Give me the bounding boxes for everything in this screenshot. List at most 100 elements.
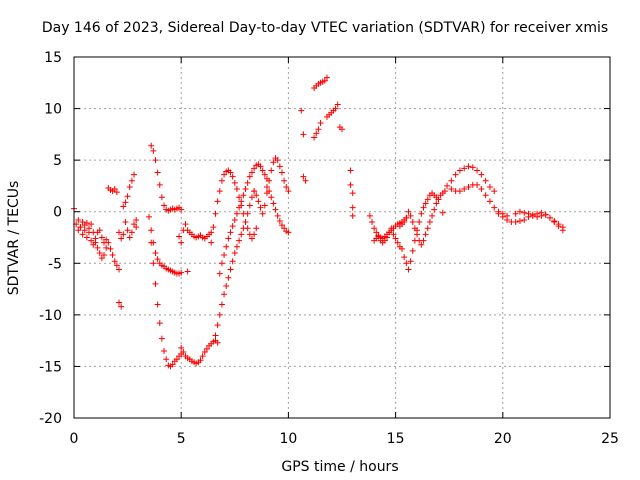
data-point — [332, 105, 339, 112]
data-point — [300, 131, 307, 138]
data-point — [394, 239, 401, 246]
data-point — [96, 249, 103, 256]
data-point — [300, 173, 307, 180]
data-point — [270, 200, 277, 207]
data-point — [431, 206, 438, 213]
data-point — [98, 234, 105, 241]
data-point — [551, 217, 558, 224]
data-point — [201, 348, 208, 355]
series-arc-17 — [298, 107, 309, 184]
data-point — [216, 188, 223, 195]
data-point — [113, 189, 120, 196]
data-point — [559, 224, 566, 231]
data-point — [251, 231, 258, 238]
x-tick-label: 20 — [494, 431, 512, 447]
series-arc-8 — [148, 239, 185, 370]
data-point — [111, 258, 118, 265]
data-point — [94, 244, 101, 251]
data-point — [418, 241, 425, 248]
data-point — [347, 167, 354, 174]
data-point — [499, 213, 506, 220]
data-point — [208, 229, 215, 236]
series-arc-5 — [122, 216, 140, 241]
data-point — [381, 237, 388, 244]
data-point — [433, 200, 440, 207]
data-point — [233, 243, 240, 250]
data-point — [133, 224, 140, 231]
data-point — [407, 212, 414, 219]
data-point — [83, 220, 90, 227]
data-point — [349, 190, 356, 197]
series-arc-20 — [323, 101, 341, 120]
data-point — [347, 181, 354, 188]
data-point — [148, 227, 155, 234]
data-point — [276, 217, 283, 224]
data-point — [448, 177, 455, 184]
data-point — [90, 241, 97, 248]
data-point — [272, 206, 279, 213]
data-point — [242, 219, 249, 226]
data-point — [349, 204, 356, 211]
data-point — [281, 225, 288, 232]
data-point — [444, 182, 451, 189]
data-point — [268, 194, 275, 201]
data-point — [218, 301, 225, 308]
series-arc-2 — [75, 216, 110, 248]
data-point — [270, 159, 277, 166]
data-point — [375, 233, 382, 240]
data-point — [126, 183, 133, 190]
data-point — [150, 147, 157, 154]
series-arc-11 — [184, 227, 215, 242]
data-point — [384, 234, 391, 241]
data-point — [120, 203, 127, 210]
data-point — [482, 192, 489, 199]
data-point — [122, 199, 129, 206]
data-point — [79, 231, 86, 238]
data-point — [253, 192, 260, 199]
data-point — [422, 231, 429, 238]
data-point — [390, 231, 397, 238]
data-point — [223, 243, 230, 250]
data-point — [131, 221, 138, 228]
data-point — [255, 198, 262, 205]
data-point — [118, 235, 125, 242]
y-axis-title: SDTVAR / TECUs — [6, 181, 22, 296]
data-point — [146, 213, 153, 220]
data-point — [259, 167, 266, 174]
data-point — [248, 169, 255, 176]
data-point — [266, 188, 273, 195]
data-point — [161, 202, 168, 209]
plot-frame — [73, 56, 611, 419]
data-point — [156, 320, 163, 327]
data-point — [373, 229, 380, 236]
data-point — [491, 188, 498, 195]
series-arc-1 — [71, 205, 123, 273]
data-point — [315, 126, 322, 133]
series-arc-12 — [208, 167, 260, 246]
data-point — [403, 214, 410, 221]
data-point — [420, 237, 427, 244]
data-point — [128, 229, 135, 236]
x-axis-title: GPS time / hours — [281, 459, 398, 475]
data-point — [86, 229, 93, 236]
data-point — [103, 244, 110, 251]
data-point — [386, 229, 393, 236]
data-point — [403, 260, 410, 267]
data-point — [504, 216, 511, 223]
y-tick-label: 5 — [53, 153, 62, 169]
data-point — [77, 224, 84, 231]
data-point — [231, 249, 238, 256]
data-point — [244, 179, 251, 186]
data-point — [81, 227, 88, 234]
data-point — [242, 186, 249, 193]
data-point — [401, 254, 408, 261]
data-point — [227, 229, 234, 236]
data-point — [178, 344, 185, 351]
series-arc-19 — [311, 120, 324, 141]
series-arc-14 — [216, 161, 270, 277]
series-arc-6 — [148, 142, 185, 214]
data-point — [173, 356, 180, 363]
y-tick-label: -10 — [39, 308, 62, 324]
data-point — [429, 212, 436, 219]
data-point — [163, 356, 170, 363]
